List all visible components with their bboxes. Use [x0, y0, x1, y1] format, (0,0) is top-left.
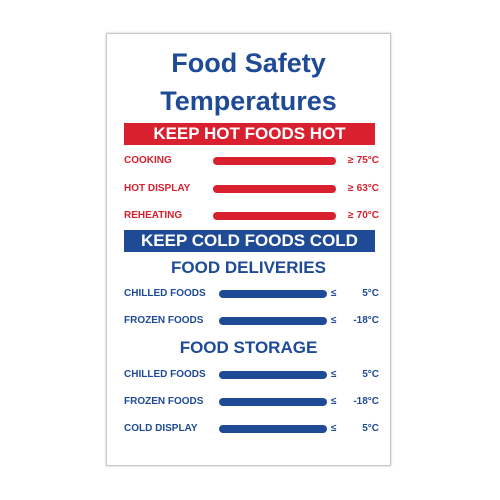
greater-equal-symbol: ≥ — [348, 183, 354, 194]
less-equal-symbol: ≤ — [331, 423, 337, 434]
storage-row-cold-display: COLD DISPLAY ≤ 5°C — [124, 422, 379, 436]
storage-row-frozen: FROZEN FOODS ≤ -18°C — [124, 395, 379, 409]
hot-foods-banner: KEEP HOT FOODS HOT — [124, 123, 375, 145]
sign-title-line-1: Food Safety — [171, 48, 326, 78]
red-bar — [213, 157, 336, 165]
row-label: REHEATING — [124, 210, 183, 221]
red-bar — [213, 212, 336, 220]
cold-foods-banner: KEEP COLD FOODS COLD — [124, 230, 375, 252]
row-value: 75°C — [356, 155, 379, 166]
row-label: CHILLED FOODS — [124, 369, 206, 380]
hot-row-reheating: REHEATING ≥ 70°C — [124, 209, 379, 223]
row-value: 63°C — [356, 183, 379, 194]
storage-row-chilled: CHILLED FOODS ≤ 5°C — [124, 368, 379, 382]
blue-bar — [219, 317, 327, 325]
row-label: FROZEN FOODS — [124, 396, 204, 407]
greater-equal-symbol: ≥ — [348, 210, 354, 221]
less-equal-symbol: ≤ — [331, 288, 337, 299]
less-equal-symbol: ≤ — [331, 396, 337, 407]
row-value: 5°C — [362, 369, 379, 380]
blue-bar — [219, 290, 327, 298]
row-label: HOT DISPLAY — [124, 183, 191, 194]
row-value: -18°C — [353, 315, 379, 326]
row-value: 5°C — [362, 423, 379, 434]
row-label: CHILLED FOODS — [124, 288, 206, 299]
delivery-row-frozen: FROZEN FOODS ≤ -18°C — [124, 314, 379, 328]
less-equal-symbol: ≤ — [331, 315, 337, 326]
greater-equal-symbol: ≥ — [348, 155, 354, 166]
delivery-row-chilled: CHILLED FOODS ≤ 5°C — [124, 287, 379, 301]
blue-bar — [219, 371, 327, 379]
row-value: 70°C — [356, 210, 379, 221]
hot-row-cooking: COOKING ≥ 75°C — [124, 154, 379, 168]
row-label: COLD DISPLAY — [124, 423, 198, 434]
red-bar — [213, 185, 336, 193]
row-label: COOKING — [124, 155, 172, 166]
food-storage-heading: FOOD STORAGE — [179, 338, 318, 357]
less-equal-symbol: ≤ — [331, 369, 337, 380]
food-safety-sign: Food Safety Temperatures KEEP HOT FOODS … — [106, 33, 391, 466]
blue-bar — [219, 425, 327, 433]
food-deliveries-heading: FOOD DELIVERIES — [171, 258, 326, 277]
sign-title-line-2: Temperatures — [160, 86, 337, 116]
blue-bar — [219, 398, 327, 406]
row-value: 5°C — [362, 288, 379, 299]
row-value: -18°C — [353, 396, 379, 407]
row-label: FROZEN FOODS — [124, 315, 204, 326]
hot-row-hot-display: HOT DISPLAY ≥ 63°C — [124, 182, 379, 196]
